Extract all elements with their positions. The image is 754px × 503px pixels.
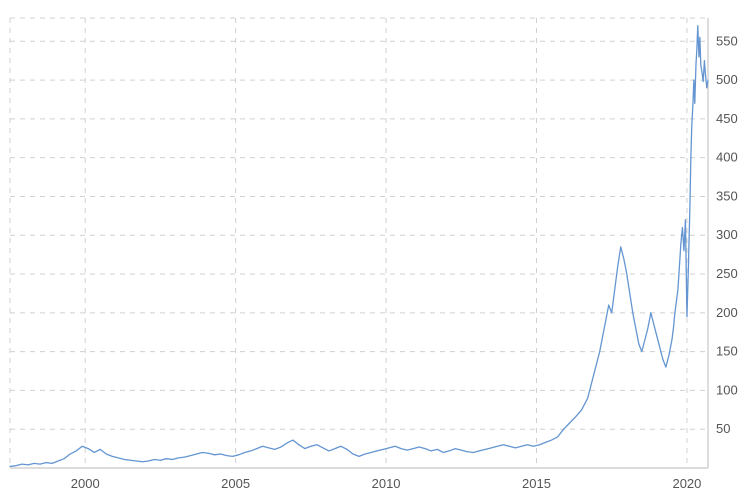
x-tick-label: 2000 — [71, 476, 100, 491]
x-tick-label: 2005 — [221, 476, 250, 491]
y-tick-label: 550 — [716, 33, 738, 48]
y-tick-label: 100 — [716, 382, 738, 397]
y-tick-label: 450 — [716, 111, 738, 126]
y-tick-label: 350 — [716, 188, 738, 203]
y-tick-label: 400 — [716, 150, 738, 165]
x-tick-label: 2010 — [372, 476, 401, 491]
y-tick-label: 250 — [716, 266, 738, 281]
chart-svg: 50 100 150 200 250 300 350 400 450 500 550 2000 2005… — [0, 0, 754, 503]
y-tick-label: 200 — [716, 305, 738, 320]
y-tick-label: 150 — [716, 344, 738, 359]
y-tick-label: 300 — [716, 227, 738, 242]
x-tick-label: 2015 — [522, 476, 551, 491]
x-tick-label: 2020 — [672, 476, 701, 491]
line-chart: 50 100 150 200 250 300 350 400 450 500 550 2000 2005… — [0, 0, 754, 503]
y-tick-label: 500 — [716, 72, 738, 87]
y-tick-label: 50 — [716, 421, 730, 436]
